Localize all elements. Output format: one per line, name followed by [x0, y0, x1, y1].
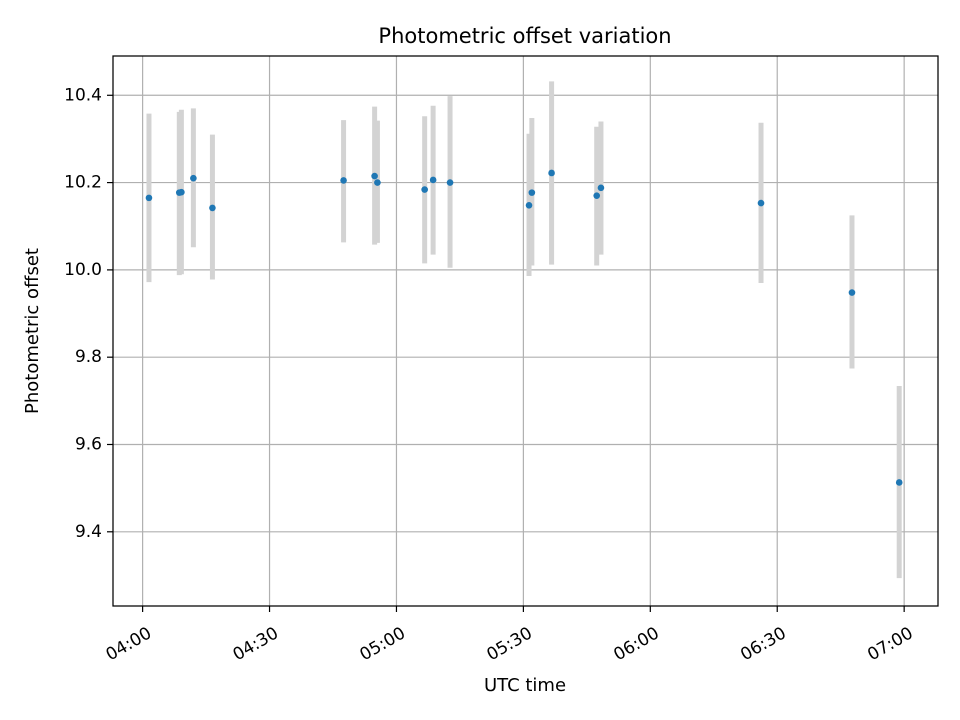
grid-lines: [113, 56, 938, 606]
data-point: [374, 179, 381, 186]
plot-frame: [112, 55, 939, 607]
data-point: [848, 289, 856, 296]
y-tick-label: 9.4: [75, 522, 102, 542]
data-point: [525, 201, 533, 209]
data-point: [597, 184, 605, 192]
chart-title: Photometric offset variation: [378, 24, 671, 48]
data-point: [340, 177, 347, 184]
x-axis-title: UTC time: [484, 675, 566, 696]
data-point: [421, 186, 428, 193]
data-point: [209, 204, 216, 212]
data-point: [190, 174, 197, 182]
data-point: [895, 479, 903, 486]
data-points: [145, 169, 903, 486]
y-tick-label: 10.0: [64, 260, 102, 280]
data-point: [593, 192, 601, 199]
data-point: [757, 199, 765, 207]
data-point: [145, 194, 153, 202]
y-tick-label: 10.2: [64, 173, 102, 193]
data-point: [429, 176, 437, 184]
y-tick-label: 9.6: [75, 434, 102, 454]
data-point: [528, 189, 536, 196]
y-tick-label: 9.8: [75, 347, 102, 367]
data-point: [178, 188, 185, 196]
y-axis-ticks: 9.4 9.6 9.8 10.0 10.2 10.4: [64, 85, 113, 542]
data-point: [548, 169, 555, 177]
data-point: [446, 179, 454, 186]
y-axis-title: Photometric offset: [22, 248, 43, 414]
data-point: [371, 172, 378, 180]
y-tick-label: 10.4: [64, 85, 102, 105]
